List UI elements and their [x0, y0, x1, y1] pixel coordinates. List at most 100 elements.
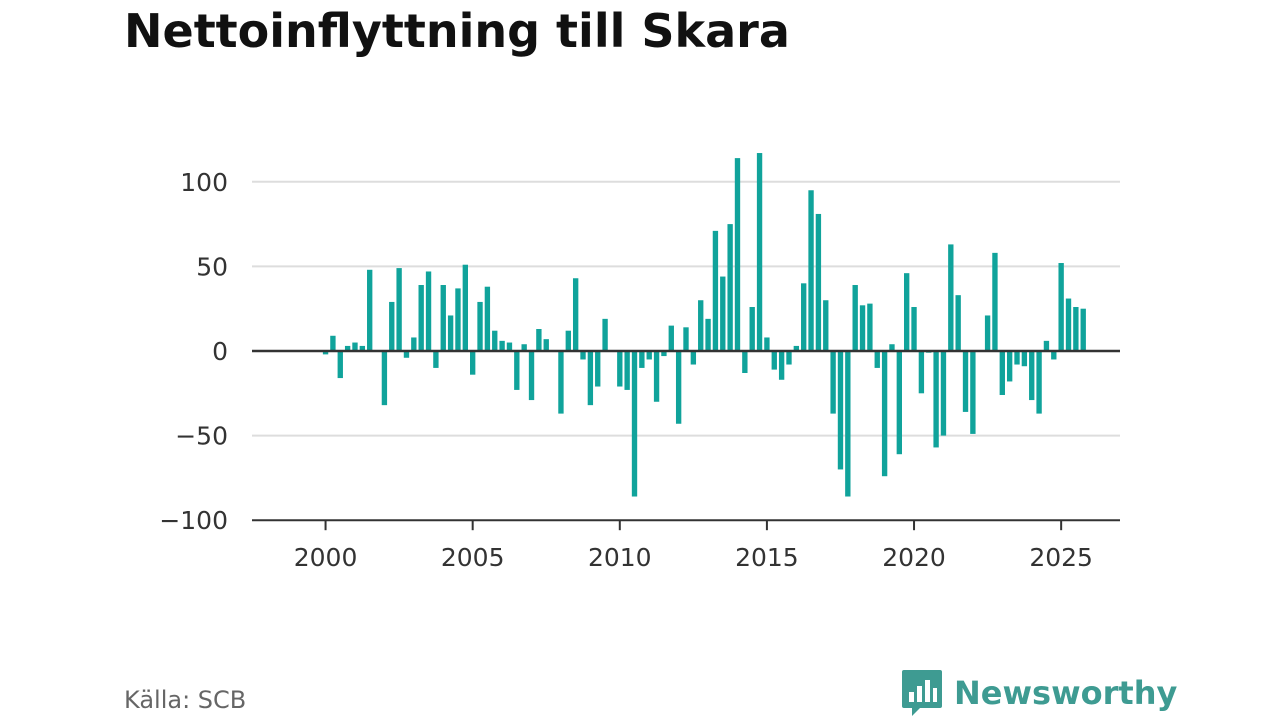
bar — [889, 344, 895, 351]
bar — [808, 190, 814, 351]
bar — [447, 315, 454, 351]
bar — [403, 351, 410, 358]
bar — [536, 329, 542, 351]
bar — [1014, 351, 1020, 365]
bar — [823, 300, 829, 351]
bar — [786, 351, 792, 365]
bar — [756, 153, 763, 351]
bar — [1029, 351, 1035, 401]
bar — [396, 268, 402, 351]
bar — [911, 307, 917, 351]
bar — [705, 318, 711, 351]
bar — [683, 327, 689, 351]
bar — [778, 351, 785, 380]
bar — [624, 351, 630, 390]
axes — [252, 349, 1120, 531]
bar — [462, 264, 468, 351]
bar — [521, 344, 527, 351]
bar — [477, 301, 483, 351]
bar — [764, 337, 770, 351]
bar — [337, 351, 343, 379]
bar — [506, 342, 513, 351]
bar — [801, 283, 807, 351]
bar — [330, 335, 336, 351]
bar — [565, 330, 571, 351]
bar-chart-bubble-icon — [902, 670, 942, 716]
bar — [720, 276, 726, 351]
bar — [712, 230, 719, 351]
x-tick-label: 2025 — [1029, 543, 1093, 572]
bar — [815, 213, 822, 351]
bar — [646, 351, 652, 360]
bar — [411, 337, 417, 351]
bar — [999, 351, 1005, 395]
bar — [962, 351, 969, 412]
bar — [470, 351, 476, 375]
bar — [992, 252, 998, 351]
bar — [661, 351, 667, 357]
bar — [352, 342, 358, 351]
x-tick-label: 2000 — [294, 543, 358, 572]
bar — [595, 351, 601, 387]
bar — [1080, 308, 1086, 351]
bar — [845, 351, 851, 497]
bar — [1021, 351, 1028, 367]
source-note: Källa: SCB — [124, 686, 247, 714]
bar — [572, 278, 579, 351]
bar — [543, 339, 549, 351]
bar — [653, 351, 660, 402]
bar — [418, 285, 424, 351]
bar — [631, 351, 638, 497]
bar — [727, 224, 733, 351]
bar — [874, 351, 880, 368]
bar — [425, 271, 432, 351]
bar — [904, 273, 910, 351]
bar — [322, 351, 329, 355]
y-tick-label: 50 — [196, 252, 228, 281]
bar — [440, 285, 446, 351]
bar — [742, 351, 748, 373]
bar — [859, 305, 866, 351]
y-tick-label: 100 — [180, 168, 228, 197]
y-tick-label: −50 — [175, 422, 228, 451]
bar — [830, 351, 836, 414]
y-tick-label: −100 — [159, 506, 228, 535]
bar — [381, 351, 388, 406]
bar — [367, 269, 373, 351]
bar — [1036, 351, 1042, 414]
bar — [1073, 307, 1079, 351]
bar — [1051, 351, 1057, 360]
bar — [940, 351, 947, 436]
bar — [668, 325, 674, 351]
bar — [837, 351, 844, 470]
bar — [852, 285, 858, 351]
bar — [359, 345, 366, 351]
bar — [955, 295, 961, 351]
bar — [984, 315, 991, 351]
bar — [881, 351, 888, 477]
bar — [970, 351, 976, 434]
bar — [698, 300, 704, 351]
bar — [528, 351, 535, 401]
bar — [455, 288, 461, 351]
brand-logo[interactable]: Newsworthy — [900, 668, 1177, 718]
bar — [344, 345, 351, 351]
bar — [675, 351, 682, 424]
bar — [587, 351, 594, 406]
bar — [1058, 263, 1064, 351]
bar — [639, 351, 645, 368]
bar — [933, 351, 939, 448]
bar — [1006, 351, 1013, 382]
bar — [749, 307, 755, 351]
x-tick-label: 2010 — [588, 543, 652, 572]
bar — [690, 351, 697, 365]
tick-labels: 100 50 0 −50 −100 2000 2005 2010 2015 2020 2025 — [159, 168, 1093, 572]
bar — [1043, 340, 1050, 351]
bar — [918, 351, 925, 394]
bar — [867, 303, 873, 351]
bar — [1065, 298, 1072, 351]
bar — [896, 351, 902, 455]
bar — [558, 351, 564, 414]
bar — [771, 351, 777, 370]
x-tick-label: 2015 — [735, 543, 799, 572]
